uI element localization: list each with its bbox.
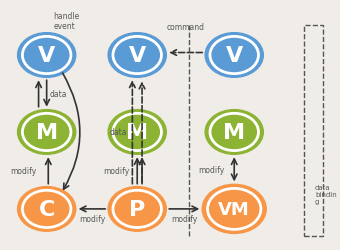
Text: handle
event: handle event	[53, 12, 79, 31]
Text: data
bindin
g: data bindin g	[315, 184, 337, 204]
Text: modify: modify	[11, 166, 37, 175]
Text: P: P	[129, 199, 145, 219]
Text: command: command	[167, 23, 205, 32]
Text: modify: modify	[198, 165, 224, 174]
Circle shape	[205, 34, 263, 78]
Text: modify: modify	[103, 166, 129, 175]
Text: V: V	[38, 46, 55, 66]
Text: M: M	[36, 122, 58, 142]
Text: M: M	[126, 122, 148, 142]
Circle shape	[108, 110, 166, 155]
Text: M: M	[223, 122, 245, 142]
Circle shape	[205, 110, 263, 155]
Circle shape	[108, 34, 166, 78]
Text: C: C	[38, 199, 55, 219]
Text: V: V	[129, 46, 146, 66]
Circle shape	[108, 187, 166, 231]
Circle shape	[18, 187, 76, 231]
Text: modify: modify	[79, 214, 105, 224]
Text: VM: VM	[218, 200, 250, 218]
Circle shape	[18, 110, 76, 155]
Circle shape	[18, 34, 76, 78]
Text: data: data	[110, 128, 128, 137]
Circle shape	[202, 184, 266, 234]
Text: V: V	[226, 46, 243, 66]
Bar	[304, 26, 323, 236]
Text: data: data	[50, 90, 67, 98]
Text: modify: modify	[171, 214, 198, 224]
